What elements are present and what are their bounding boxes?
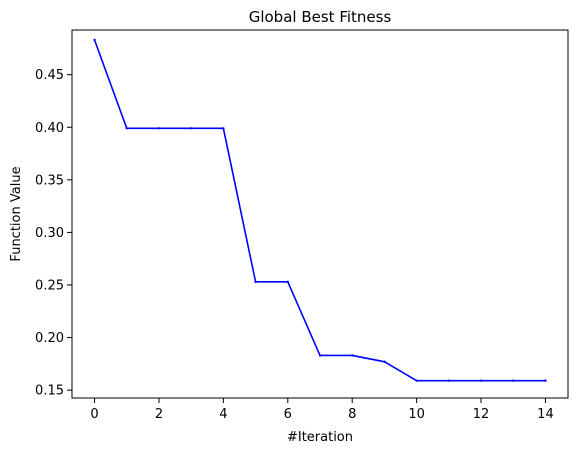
x-ticks: 0 2 4 6 8 10 12 14 [90, 398, 554, 422]
x-tick-label: 14 [537, 407, 554, 422]
data-point [254, 280, 257, 284]
y-tick-label: 0.15 [35, 384, 64, 399]
data-point [286, 280, 289, 284]
x-tick-label: 6 [284, 407, 292, 422]
x-tick-label: 10 [408, 407, 425, 422]
data-point [544, 379, 547, 382]
data-point [318, 354, 322, 357]
data-point [512, 379, 515, 382]
data-point [189, 127, 193, 130]
x-axis-label: #Iteration [287, 430, 353, 445]
x-tick-label: 0 [90, 407, 98, 422]
data-point [447, 379, 451, 382]
x-tick-label: 12 [473, 407, 490, 422]
data-point [415, 379, 418, 382]
data-point [157, 127, 161, 130]
x-tick-label: 8 [348, 407, 356, 422]
y-tick-label: 0.20 [35, 331, 64, 346]
y-tick-label: 0.35 [35, 173, 64, 188]
y-tick-label: 0.45 [35, 68, 64, 83]
data-point [383, 360, 386, 363]
data-point [222, 127, 225, 130]
data-point [125, 127, 128, 130]
data-point [479, 379, 483, 382]
y-tick-label: 0.25 [35, 278, 64, 293]
y-tick-label: 0.30 [35, 226, 64, 241]
x-tick-label: 2 [155, 407, 163, 422]
plot-frame [71, 29, 569, 399]
chart-title: Global Best Fitness [249, 8, 392, 26]
series-points [93, 38, 547, 382]
data-point [93, 38, 96, 42]
data-point [351, 354, 354, 357]
plot-area [72, 30, 568, 398]
y-ticks: 0.15 0.20 0.25 0.30 0.35 0.40 0.45 [35, 68, 72, 399]
y-tick-label: 0.40 [35, 121, 64, 136]
y-axis-label: Function Value [9, 166, 24, 261]
x-tick-label: 4 [219, 407, 227, 422]
